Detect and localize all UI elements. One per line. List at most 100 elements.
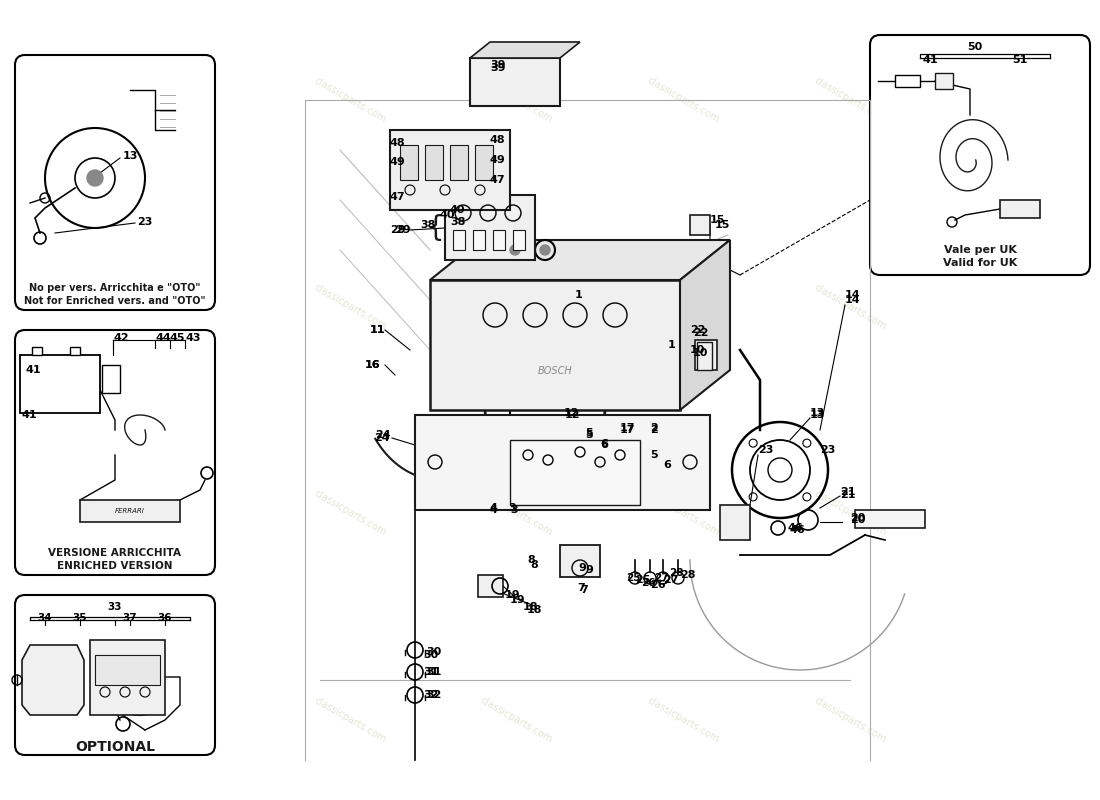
Text: 43: 43: [185, 333, 200, 343]
Text: 19: 19: [510, 595, 526, 605]
Text: 18: 18: [527, 605, 542, 615]
Text: 26: 26: [650, 580, 666, 590]
Text: 35: 35: [73, 613, 87, 623]
Text: 7: 7: [578, 583, 585, 593]
Text: 41: 41: [22, 410, 37, 420]
Text: OPTIONAL: OPTIONAL: [75, 740, 155, 754]
Text: 51: 51: [1012, 55, 1027, 65]
Text: classicparts.com: classicparts.com: [478, 282, 554, 331]
Text: 49: 49: [390, 157, 406, 167]
Bar: [895, 75, 920, 87]
Text: 15: 15: [710, 215, 725, 225]
Text: 8: 8: [530, 560, 538, 570]
Bar: [1000, 200, 1040, 218]
Text: 20: 20: [850, 513, 866, 523]
Text: 17: 17: [620, 423, 636, 433]
Text: No per vers. Arricchita e "OTO": No per vers. Arricchita e "OTO": [30, 283, 200, 293]
Text: 2: 2: [650, 425, 658, 435]
Text: 29: 29: [395, 225, 410, 235]
Text: 16: 16: [365, 360, 381, 370]
Text: BOSCH: BOSCH: [538, 366, 572, 376]
Text: 23: 23: [820, 445, 835, 455]
Text: 45: 45: [170, 333, 186, 343]
Text: 10: 10: [690, 345, 705, 355]
Text: 40: 40: [450, 205, 465, 215]
Bar: [560, 545, 600, 577]
Text: 49: 49: [490, 155, 506, 165]
Text: classicparts.com: classicparts.com: [812, 75, 888, 125]
Text: 40: 40: [440, 210, 455, 220]
Text: classicparts.com: classicparts.com: [646, 75, 722, 125]
Bar: [697, 342, 712, 370]
Text: 4: 4: [490, 503, 498, 513]
Bar: [473, 230, 485, 250]
Text: 33: 33: [108, 602, 122, 612]
Text: 24: 24: [374, 433, 389, 443]
Text: 31: 31: [424, 667, 439, 677]
Text: 12: 12: [564, 408, 580, 418]
Bar: [400, 145, 418, 180]
Polygon shape: [470, 42, 580, 58]
Text: 9: 9: [585, 565, 593, 575]
Text: Vale per UK: Vale per UK: [944, 245, 1016, 255]
Text: FERRARI: FERRARI: [116, 508, 145, 514]
Text: 17: 17: [620, 425, 636, 435]
Text: 13: 13: [123, 151, 139, 161]
Text: 1: 1: [575, 290, 583, 300]
Polygon shape: [680, 240, 730, 410]
Text: 8: 8: [527, 555, 535, 565]
Text: Not for Enriched vers. and "OTO": Not for Enriched vers. and "OTO": [24, 296, 206, 306]
Text: 4: 4: [490, 505, 498, 515]
Bar: [695, 340, 717, 370]
Text: 12: 12: [565, 410, 581, 420]
Bar: [425, 145, 443, 180]
Bar: [935, 73, 953, 89]
Text: classicparts.com: classicparts.com: [312, 282, 388, 331]
Text: 14: 14: [845, 295, 860, 305]
Text: 31: 31: [426, 667, 441, 677]
Circle shape: [510, 245, 520, 255]
Text: 19: 19: [505, 590, 520, 600]
Polygon shape: [430, 240, 730, 280]
Bar: [95, 655, 160, 685]
Text: classicparts.com: classicparts.com: [812, 695, 888, 745]
Text: 30: 30: [424, 650, 438, 660]
Bar: [475, 145, 493, 180]
Bar: [430, 280, 680, 410]
Text: 25: 25: [635, 575, 650, 585]
Text: 34: 34: [37, 613, 53, 623]
Bar: [510, 440, 640, 505]
Text: 13: 13: [810, 408, 825, 418]
Text: 47: 47: [390, 192, 406, 202]
Text: 41: 41: [922, 55, 938, 65]
Bar: [390, 130, 510, 210]
Bar: [513, 230, 525, 250]
Text: 23: 23: [758, 445, 773, 455]
Bar: [415, 415, 710, 510]
Text: 18: 18: [522, 602, 539, 612]
Text: 10: 10: [693, 348, 708, 358]
Text: 22: 22: [690, 325, 705, 335]
Text: classicparts.com: classicparts.com: [812, 489, 888, 538]
Bar: [446, 195, 535, 260]
Bar: [470, 58, 560, 106]
Bar: [493, 230, 505, 250]
Text: 5: 5: [585, 428, 593, 438]
Text: classicparts.com: classicparts.com: [478, 695, 554, 745]
Text: 48: 48: [390, 138, 406, 148]
Text: classicparts.com: classicparts.com: [812, 282, 888, 331]
Bar: [690, 215, 710, 235]
Text: 32: 32: [426, 690, 441, 700]
FancyBboxPatch shape: [15, 55, 214, 310]
Bar: [478, 575, 503, 597]
Bar: [32, 347, 42, 355]
Text: 39: 39: [490, 63, 506, 73]
Text: classicparts.com: classicparts.com: [646, 695, 722, 745]
Text: 21: 21: [840, 487, 856, 497]
Bar: [453, 230, 465, 250]
Text: 25: 25: [626, 573, 640, 583]
Text: 28: 28: [669, 568, 683, 578]
Text: 26: 26: [640, 578, 656, 588]
Text: classicparts.com: classicparts.com: [646, 282, 722, 331]
Text: 37: 37: [123, 613, 138, 623]
